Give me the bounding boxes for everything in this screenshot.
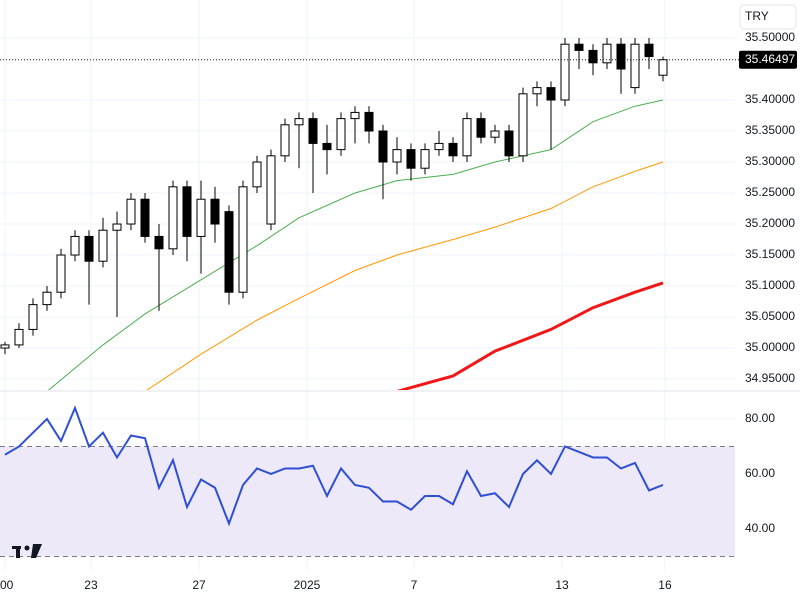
last-price-box — [739, 50, 797, 69]
y-tick-label: 35.05000 — [745, 309, 795, 323]
candle-body — [98, 229, 108, 262]
candle-body — [420, 149, 430, 169]
candle-body — [238, 186, 248, 293]
candle-body — [266, 155, 276, 225]
rsi-panel — [0, 405, 735, 558]
candle-body — [560, 43, 570, 101]
candle-body — [406, 149, 416, 169]
rsi-band — [0, 446, 735, 557]
candle-body — [518, 93, 528, 157]
candle-body — [126, 198, 136, 225]
x-tick-label: 7 — [411, 578, 418, 592]
x-tick-label: 2025 — [294, 578, 321, 592]
candle-body — [350, 111, 360, 120]
y-tick-label: 35.20000 — [745, 216, 795, 230]
price-panel — [0, 38, 668, 390]
y-tick-label: 35.25000 — [745, 185, 795, 199]
currency-label[interactable]: TRY — [745, 9, 769, 23]
moving-average — [146, 161, 664, 390]
candle-body — [378, 130, 388, 163]
candle-body — [392, 149, 402, 163]
currency-button[interactable] — [739, 4, 797, 30]
candle-body — [154, 235, 164, 250]
candle-body — [322, 142, 332, 151]
last-price-label: 35.46497 — [745, 52, 795, 66]
y-tick-label: 35.30000 — [745, 154, 795, 168]
candle-body — [490, 130, 500, 138]
logo — [12, 544, 42, 558]
candle-body — [280, 124, 290, 157]
candle-body — [364, 111, 374, 132]
candle-body — [308, 118, 318, 144]
candle-body — [140, 198, 150, 237]
candle-body — [84, 235, 94, 262]
candle-body — [168, 186, 178, 250]
candle-body — [504, 130, 514, 157]
candle-body — [224, 211, 234, 293]
candle-body — [448, 142, 458, 157]
y-tick-label: 35.15000 — [745, 247, 795, 261]
candle-body — [70, 235, 80, 256]
y-tick-label: 80.00 — [745, 411, 775, 425]
candle-body — [42, 291, 52, 306]
candle-body — [210, 198, 220, 225]
candle-body — [658, 59, 668, 76]
y-tick-label: 60.00 — [745, 466, 775, 480]
candle-body — [182, 186, 192, 237]
moving-average — [47, 99, 664, 390]
y-tick-label: 35.10000 — [745, 278, 795, 292]
candle-body — [252, 161, 262, 188]
candle-body — [574, 43, 584, 51]
candle-body — [644, 43, 654, 58]
candle-body — [546, 87, 556, 101]
x-tick-label: 16 — [658, 578, 672, 592]
candle-body — [294, 118, 304, 126]
y-tick-label: 40.00 — [745, 521, 775, 535]
candle-body — [336, 118, 346, 151]
candle-body — [616, 43, 626, 70]
candle-body — [28, 304, 38, 330]
x-tick-label: 23 — [84, 578, 98, 592]
x-tick-label: :00 — [0, 578, 14, 592]
candle-body — [532, 87, 542, 95]
candle-body — [588, 49, 598, 64]
x-tick-label: 13 — [555, 578, 569, 592]
moving-average — [396, 281, 664, 390]
candle-body — [112, 223, 122, 231]
y-tick-label: 35.40000 — [745, 92, 795, 106]
candle-body — [476, 118, 486, 138]
axes: 34.95000 35.00000 35.05000 35.10000 35.15000… — [0, 30, 797, 592]
candle-body — [56, 254, 66, 293]
x-tick-label: 27 — [192, 578, 206, 592]
y-tick-label: 35.35000 — [745, 123, 795, 137]
y-tick-label: 35.50000 — [745, 30, 795, 44]
candle-body — [630, 43, 640, 89]
candle-body — [462, 118, 472, 157]
y-tick-label: 35.00000 — [745, 340, 795, 354]
candle-body — [196, 198, 206, 237]
rsi-line — [4, 405, 664, 527]
candle-body — [14, 328, 24, 346]
candle-body — [0, 344, 10, 349]
candle-body — [434, 142, 444, 151]
candle-body — [602, 43, 612, 64]
y-tick-label: 34.95000 — [745, 371, 795, 385]
